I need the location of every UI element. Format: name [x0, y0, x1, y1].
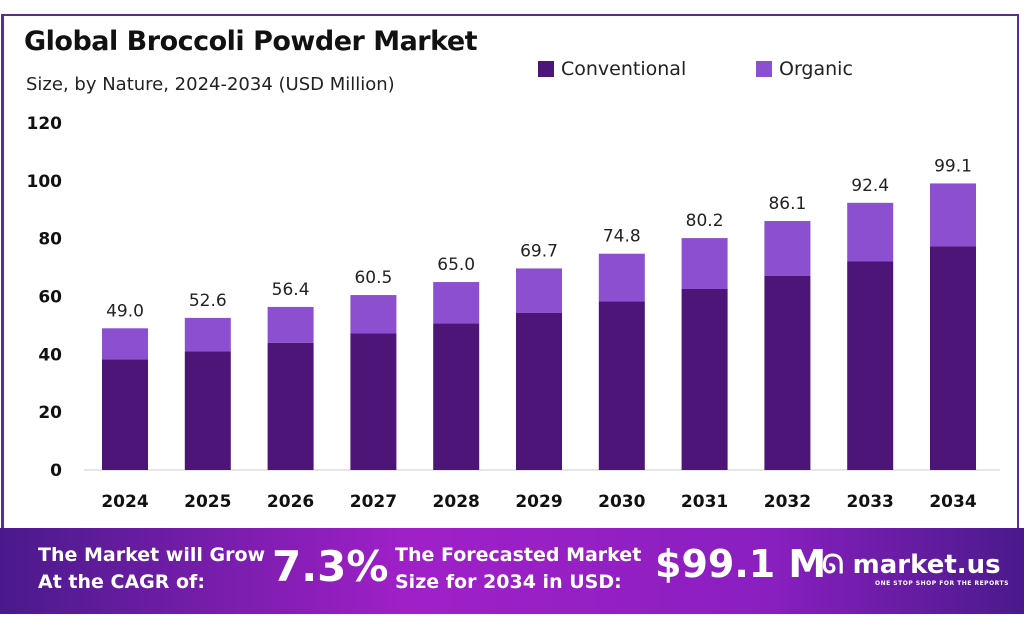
data-label-2026: 56.4: [272, 280, 310, 300]
data-label-2030: 74.8: [603, 227, 641, 247]
x-tick-label: 2024: [101, 492, 148, 512]
x-tick-label: 2033: [847, 492, 894, 512]
chart-frame: [1, 14, 1019, 528]
bar-organic-2028: [433, 282, 480, 324]
y-tick-label: 100: [27, 172, 63, 192]
bar-conventional-2026: [267, 342, 314, 470]
data-label-2029: 69.7: [520, 241, 558, 261]
bar-organic-2027: [350, 295, 397, 334]
data-label-2031: 80.2: [686, 211, 724, 231]
x-tick-label: 2029: [515, 492, 562, 512]
bar-organic-2032: [764, 221, 811, 276]
legend-swatch: [538, 61, 554, 77]
data-label-2033: 92.4: [851, 176, 889, 196]
data-label-2032: 86.1: [768, 194, 806, 214]
bar-conventional-2027: [350, 333, 397, 470]
x-tick-label: 2032: [764, 492, 811, 512]
bar-organic-2026: [267, 306, 314, 343]
chart-subtitle: Size, by Nature, 2024-2034 (USD Million): [26, 74, 395, 95]
legend-organic: Organic: [756, 58, 853, 80]
bar-conventional-2033: [847, 261, 894, 470]
bar-organic-2025: [184, 317, 231, 352]
y-tick-label: 80: [38, 230, 62, 250]
logo-tagline: ONE STOP SHOP FOR THE REPORTS: [875, 580, 1009, 587]
bar-conventional-2034: [930, 246, 976, 470]
bar-organic-2031: [681, 238, 728, 289]
bar-conventional-2031: [681, 288, 728, 470]
data-label-2034: 99.1: [934, 156, 972, 176]
x-tick-label: 2026: [267, 492, 314, 512]
cagr-label: The Market will Grow At the CAGR of:: [38, 544, 266, 593]
cagr-value: 7.3%: [272, 542, 389, 591]
bar-organic-2030: [598, 253, 645, 302]
bar-conventional-2032: [764, 275, 811, 470]
market-us-logo: ᘏ market.us: [822, 550, 1001, 581]
data-label-2027: 60.5: [354, 268, 392, 288]
bar-conventional-2024: [102, 359, 148, 470]
summary-banner: The Market will Grow At the CAGR of: 7.3…: [0, 528, 1024, 614]
chart-plot: 0 20 40 60 80 100 120 49.0 2024 52.6 2025 56.4 2026 6…: [27, 114, 1000, 512]
bar-conventional-2029: [516, 312, 562, 470]
logo-text: market.us: [852, 550, 1001, 580]
bar-conventional-2030: [598, 301, 645, 470]
x-tick-label: 2028: [433, 492, 480, 512]
y-tick-label: 0: [50, 461, 62, 481]
legend-label: Conventional: [561, 58, 687, 80]
y-tick-label: 20: [38, 403, 62, 423]
legend-conventional: Conventional: [538, 58, 686, 80]
bar-conventional-2028: [433, 323, 480, 470]
x-tick-label: 2030: [598, 492, 645, 512]
chart-title: Global Broccoli Powder Market: [24, 26, 478, 57]
bar-conventional-2025: [184, 351, 231, 470]
forecast-value: $99.1 M: [655, 542, 827, 586]
logo-icon: ᘏ: [822, 550, 844, 580]
x-tick-label: 2025: [184, 492, 231, 512]
bar-organic-2033: [847, 202, 894, 262]
legend-label: Organic: [779, 58, 853, 80]
y-tick-label: 40: [38, 345, 62, 365]
y-tick-label: 60: [38, 288, 62, 308]
bar-organic-2034: [930, 183, 976, 247]
legend-swatch: [756, 61, 772, 77]
data-label-2025: 52.6: [189, 291, 227, 311]
y-tick-label: 120: [27, 114, 63, 134]
x-tick-label: 2031: [681, 492, 728, 512]
x-tick-label: 2034: [929, 492, 976, 512]
bar-organic-2029: [516, 268, 562, 313]
bar-organic-2024: [102, 328, 148, 360]
data-label-2028: 65.0: [437, 255, 475, 275]
x-tick-label: 2027: [350, 492, 397, 512]
data-label-2024: 49.0: [106, 301, 144, 321]
forecast-label: The Forecasted Market Size for 2034 in U…: [395, 544, 642, 593]
